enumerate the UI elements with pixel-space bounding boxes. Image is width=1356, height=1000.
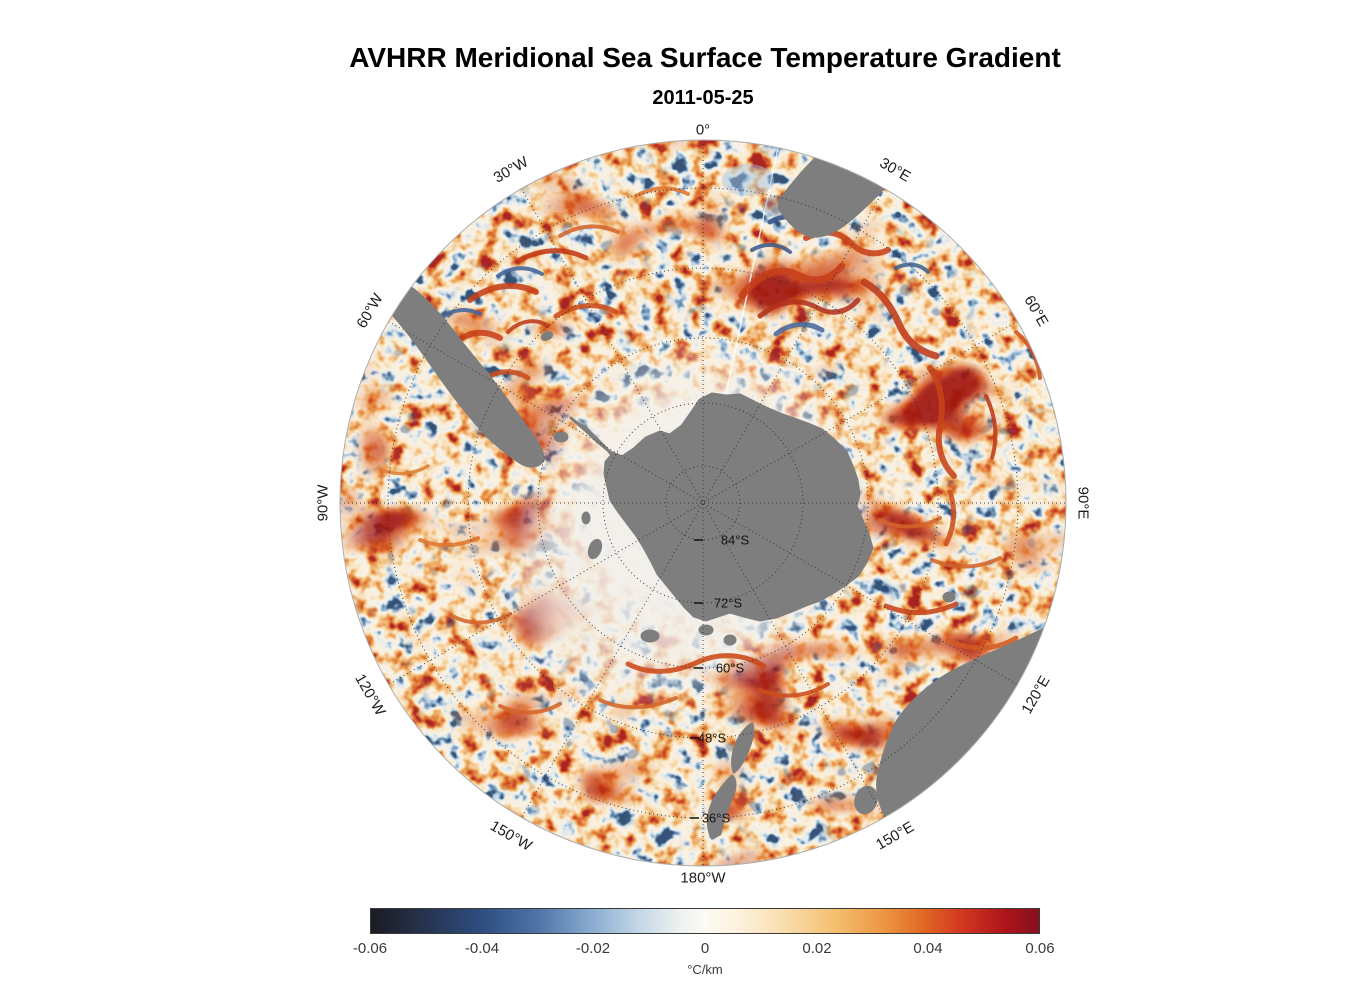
lat-label-72s: 72°S	[713, 595, 743, 611]
colorbar-tick-5: 0.04	[913, 940, 943, 957]
colorbar-tick-0: -0.06	[352, 940, 388, 957]
landmask-tasmania	[854, 785, 878, 815]
figure-date: 2011-05-25	[652, 87, 754, 109]
colorbar-unit-label: °C/km	[687, 962, 723, 977]
colorbar	[370, 908, 1040, 934]
lon-label-180w: 180°W	[680, 869, 726, 887]
colorbar-tick-6: 0.06	[1025, 940, 1055, 957]
lat-label-48s: 48°S	[697, 730, 727, 746]
lat-label-60s: 60°S	[715, 660, 745, 676]
landmask-south-georgia	[540, 331, 554, 341]
map-boundary-circle	[339, 139, 1067, 867]
lon-label-90w: 90°W	[314, 484, 332, 522]
lon-label-90e: 90°E	[1074, 486, 1092, 520]
colorbar-tick-2: -0.02	[575, 940, 611, 957]
landmask-antarctica	[569, 392, 874, 622]
lat-label-84s: 84°S	[720, 532, 750, 548]
graticule	[340, 140, 1066, 866]
colorbar-tick-1: -0.04	[464, 940, 500, 957]
lon-label-0: 0°	[695, 121, 711, 139]
figure-title: AVHRR Meridional Sea Surface Temperature…	[349, 42, 1061, 73]
landmask-south-america	[340, 278, 545, 468]
landmask-falklands	[553, 431, 569, 443]
ocean-field	[340, 140, 1066, 866]
colorbar-tick-4: 0.02	[802, 940, 832, 957]
lat-label-36s: 36°S	[701, 810, 731, 826]
latitude-ticks	[690, 539, 703, 819]
landmask-nz-south-island	[706, 774, 737, 840]
landmask-nz-north-island	[731, 722, 755, 774]
colorbar-tick-3: 0	[700, 940, 710, 957]
landmask-kerguelen	[942, 591, 956, 603]
gradient-filament-features	[380, 164, 1042, 715]
